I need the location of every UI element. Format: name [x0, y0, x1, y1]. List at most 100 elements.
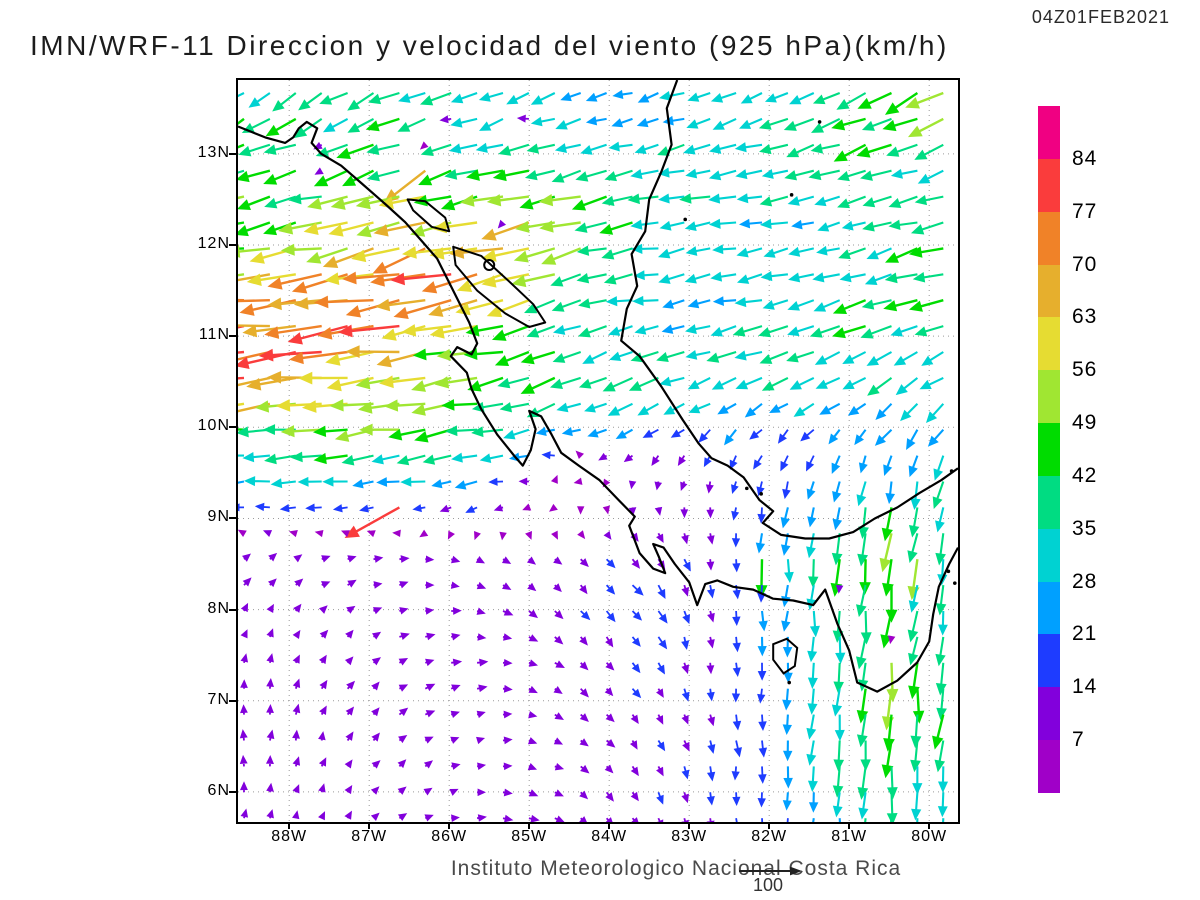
wind-vector — [864, 818, 867, 822]
colorbar-label: 7 — [1072, 728, 1085, 752]
wind-vector — [476, 736, 486, 745]
wind-vector — [634, 143, 659, 155]
wind-vector — [806, 455, 815, 472]
wind-vector — [687, 298, 711, 309]
lat-tick — [229, 335, 236, 338]
wind-vector — [907, 610, 919, 643]
wind-vector — [784, 559, 794, 584]
wind-vector — [423, 787, 433, 796]
wind-vector — [791, 219, 814, 230]
wind-vector — [762, 299, 789, 310]
wind-vector — [837, 195, 866, 209]
wind-vector — [240, 602, 249, 613]
wind-vector — [806, 740, 817, 766]
wind-vector — [709, 143, 737, 154]
wind-vector — [399, 632, 410, 641]
wind-vector — [291, 273, 348, 294]
wind-vector — [864, 273, 892, 285]
wind-vector — [759, 351, 789, 364]
wind-vector — [817, 221, 841, 232]
wind-vector — [605, 584, 616, 595]
wind-vector — [239, 754, 248, 767]
wind-vector — [288, 350, 348, 365]
wind-vector — [734, 296, 763, 308]
lon-tick — [928, 822, 931, 829]
wind-vector — [788, 246, 815, 257]
wind-vector — [238, 169, 271, 183]
wind-vector — [494, 350, 530, 366]
wind-vector — [422, 454, 452, 465]
wind-vector — [579, 738, 589, 747]
wind-vector — [601, 247, 633, 260]
wind-vector — [807, 507, 817, 528]
lon-tick-label: 82W — [751, 828, 788, 845]
wind-vector — [654, 506, 663, 516]
wind-vector — [425, 632, 436, 641]
wind-vector — [238, 92, 245, 98]
wind-vector — [813, 299, 841, 312]
wind-vector — [371, 760, 381, 769]
wind-vector — [812, 92, 841, 105]
wind-vector — [756, 481, 765, 497]
wind-vector — [628, 376, 659, 391]
wind-vector — [763, 247, 789, 258]
wind-vector — [419, 529, 429, 538]
wind-vector — [238, 428, 245, 431]
wind-vector — [240, 679, 248, 689]
wind-vector — [936, 688, 947, 720]
wind-vector — [881, 688, 895, 731]
wind-vector — [342, 169, 375, 187]
wind-vector — [819, 402, 841, 415]
wind-vector — [240, 808, 249, 819]
wind-vector — [706, 533, 715, 545]
credit-text: Instituto Meteorologico Nacional Costa R… — [450, 857, 902, 880]
wind-vector — [292, 629, 301, 640]
lat-tick — [229, 790, 236, 793]
wind-vector — [636, 117, 659, 128]
wind-vector — [782, 481, 791, 500]
wind-vector — [445, 425, 478, 437]
wind-vector — [685, 324, 711, 334]
wind-vector — [912, 688, 925, 724]
wind-vector — [787, 325, 815, 337]
wind-vector — [307, 195, 348, 210]
wind-vector — [732, 662, 741, 677]
wind-vector — [656, 662, 665, 675]
lat-tick-label: 12N — [197, 234, 230, 252]
wind-vector — [917, 169, 944, 184]
wind-vector — [528, 814, 540, 822]
wind-vector — [399, 555, 410, 563]
wind-vector — [424, 710, 436, 718]
wind-vector — [854, 429, 867, 446]
wind-vector — [890, 818, 893, 822]
wind-vector — [549, 376, 582, 390]
wind-vector — [412, 504, 426, 513]
wind-vector — [396, 454, 426, 466]
wind-vector — [418, 169, 452, 186]
wind-vector — [687, 376, 711, 390]
wind-vector — [684, 221, 711, 232]
wind-vector — [388, 428, 426, 441]
wind-vector — [807, 636, 818, 663]
wind-vector — [577, 325, 607, 338]
wind-vector — [782, 740, 793, 762]
wind-vector — [807, 662, 818, 689]
wind-vector — [486, 194, 530, 207]
wind-vector — [832, 481, 842, 503]
wind-vector — [292, 784, 300, 794]
wind-vector — [266, 782, 274, 793]
wind-vector — [554, 789, 564, 797]
wind-vector — [520, 376, 556, 394]
wind-vector — [266, 703, 274, 715]
wind-vector — [371, 454, 400, 465]
wind-vector — [560, 92, 582, 102]
wind-vector — [757, 507, 766, 524]
wind-vector — [424, 683, 436, 692]
wind-vector — [579, 636, 588, 646]
coastline — [620, 80, 958, 540]
colorbar-label: 63 — [1072, 305, 1098, 329]
wind-vector — [516, 114, 529, 123]
wind-vector — [399, 607, 409, 615]
wind-vector — [425, 658, 435, 667]
island-outline — [483, 259, 496, 272]
